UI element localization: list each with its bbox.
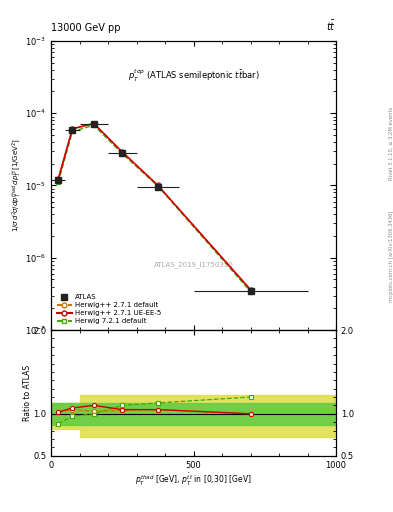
Y-axis label: Ratio to ATLAS: Ratio to ATLAS [23,365,32,421]
Y-axis label: $1/\sigma\,d^2\!\sigma/dp_T^{thad}\,dp_T^{\bar{t}t}\,[1/\mathrm{GeV}^2]$: $1/\sigma\,d^2\!\sigma/dp_T^{thad}\,dp_T… [10,139,24,232]
Text: mcplots.cern.ch [arXiv:1306.3436]: mcplots.cern.ch [arXiv:1306.3436] [389,210,393,302]
Text: Rivet 3.1.10, ≥ 3.2M events: Rivet 3.1.10, ≥ 3.2M events [389,106,393,180]
Text: 13000 GeV pp: 13000 GeV pp [51,23,121,33]
Text: ATLAS_2019_I1750330: ATLAS_2019_I1750330 [154,262,233,268]
Legend: ATLAS, Herwig++ 2.7.1 default, Herwig++ 2.7.1 UE-EE-5, Herwig 7.2.1 default: ATLAS, Herwig++ 2.7.1 default, Herwig++ … [55,292,164,327]
Text: $p_T^{top}$ (ATLAS semileptonic $t\bar{t}$bar): $p_T^{top}$ (ATLAS semileptonic $t\bar{t… [128,68,259,84]
X-axis label: $p_T^{thad}$ [GeV], $p_T^{\bar{t}t}$ in [0,30] [GeV]: $p_T^{thad}$ [GeV], $p_T^{\bar{t}t}$ in … [135,472,252,488]
Text: $t\bar{t}$: $t\bar{t}$ [326,19,336,33]
